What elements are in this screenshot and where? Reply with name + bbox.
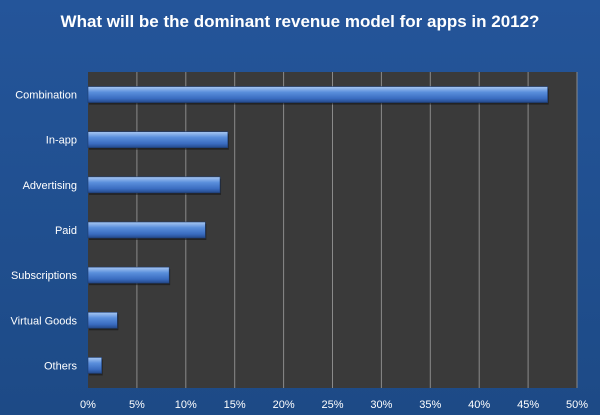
category-label: Others [44, 360, 78, 372]
x-tick-label: 10% [175, 399, 197, 411]
bar-others [87, 357, 102, 374]
category-label: Virtual Goods [11, 315, 78, 327]
bar-virtual-goods [87, 311, 118, 329]
bar-combination [87, 86, 548, 103]
x-tick-label: 25% [321, 399, 343, 411]
x-tick-label: 20% [273, 399, 295, 411]
x-tick-label: 15% [224, 399, 246, 411]
x-tick-label: 5% [129, 399, 145, 411]
bar-advertising [87, 176, 221, 194]
x-tick-label: 40% [468, 399, 490, 411]
category-label: Paid [55, 225, 77, 237]
bar-subscriptions [87, 266, 170, 284]
bar-in-app [87, 131, 229, 149]
category-label: Combination [15, 90, 77, 102]
bar-paid [87, 221, 206, 239]
x-tick-label: 45% [517, 399, 539, 411]
category-label: Subscriptions [11, 270, 78, 282]
chart-title: What will be the dominant revenue model … [60, 12, 540, 31]
category-label: Advertising [23, 180, 77, 192]
x-tick-label: 35% [419, 399, 441, 411]
x-tick-label: 30% [370, 399, 392, 411]
x-tick-label: 50% [566, 399, 588, 411]
category-label: In-app [46, 135, 77, 147]
x-tick-label: 0% [80, 399, 96, 411]
